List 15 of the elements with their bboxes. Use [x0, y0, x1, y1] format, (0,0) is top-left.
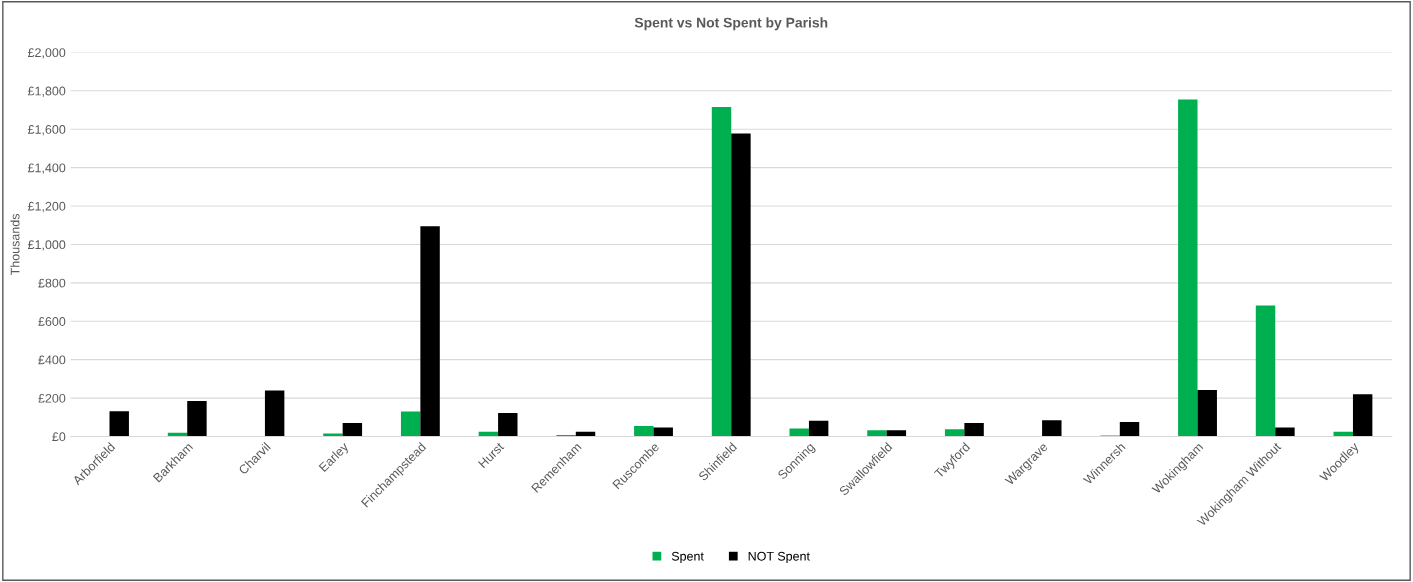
legend-label: NOT Spent: [748, 551, 810, 564]
y-tick-label: £1,000: [27, 240, 66, 251]
y-tick-label: £800: [38, 278, 66, 288]
y-tick-label: £600: [38, 317, 66, 326]
y-tick-label: £2,000: [27, 48, 66, 59]
y-tick-label: £0: [52, 432, 66, 442]
y-tick-label: £1,200: [27, 201, 66, 213]
y-tick-label: £1,400: [27, 163, 66, 174]
y-tick-label: £400: [38, 355, 66, 365]
y-tick-label: £1,600: [27, 125, 66, 136]
y-tick-label: £1,800: [27, 86, 66, 97]
y-tick-label: £200: [38, 393, 66, 403]
chart-title: Spent vs Not Spent by Parish: [634, 17, 828, 31]
y-axis-title: Thousands: [10, 213, 20, 276]
legend-label: Spent: [671, 551, 704, 564]
